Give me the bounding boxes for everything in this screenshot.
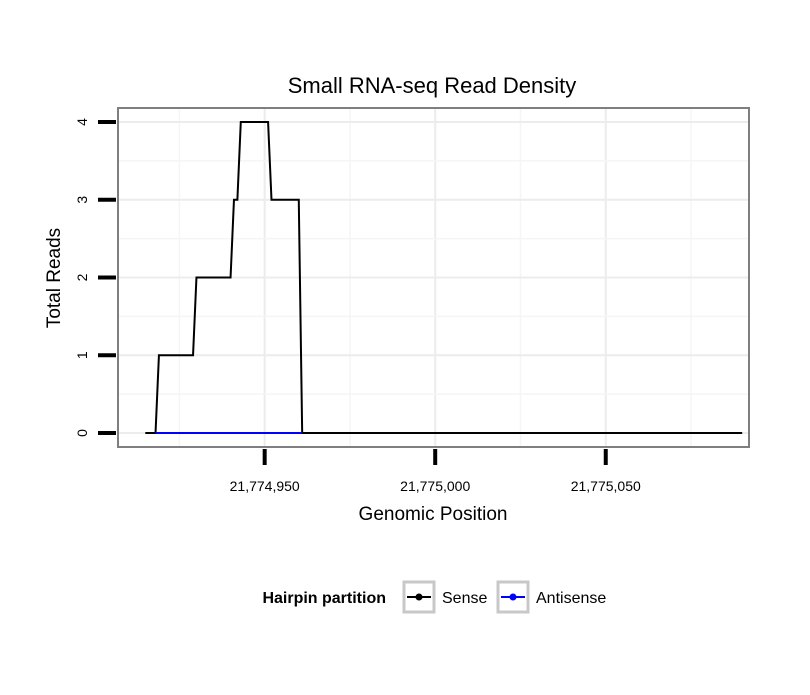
axes: 21,774,950 21,775,000 21,775,050 0 1 2 3 4 (74, 118, 641, 494)
series-lines (145, 121, 743, 434)
y-tick-label: 1 (74, 351, 90, 359)
y-tick-label: 2 (74, 273, 90, 281)
x-axis-title: Genomic Position (359, 504, 508, 525)
legend-label: Sense (442, 590, 487, 607)
x-tick-label: 21,774,950 (230, 478, 300, 494)
legend-key-point (415, 593, 423, 601)
y-tick-label: 3 (74, 196, 90, 204)
legend-item-antisense: Antisense (496, 580, 606, 614)
legend-label: Antisense (536, 590, 606, 607)
series-line-sense (145, 121, 743, 434)
y-tick-label: 0 (74, 429, 90, 437)
x-tick-label: 21,775,000 (400, 478, 470, 494)
chart-title: Small RNA-seq Read Density (288, 73, 577, 98)
y-axis-title: Total Reads (44, 228, 65, 328)
legend-key-point (509, 593, 517, 601)
legend: Hairpin partition Sense Antisense (262, 580, 606, 614)
legend-items: Sense Antisense (402, 580, 606, 614)
y-tick-label: 4 (74, 118, 90, 126)
grid (119, 109, 748, 446)
x-tick-label: 21,775,050 (571, 478, 641, 494)
legend-title: Hairpin partition (262, 590, 386, 607)
legend-item-sense: Sense (402, 580, 487, 614)
